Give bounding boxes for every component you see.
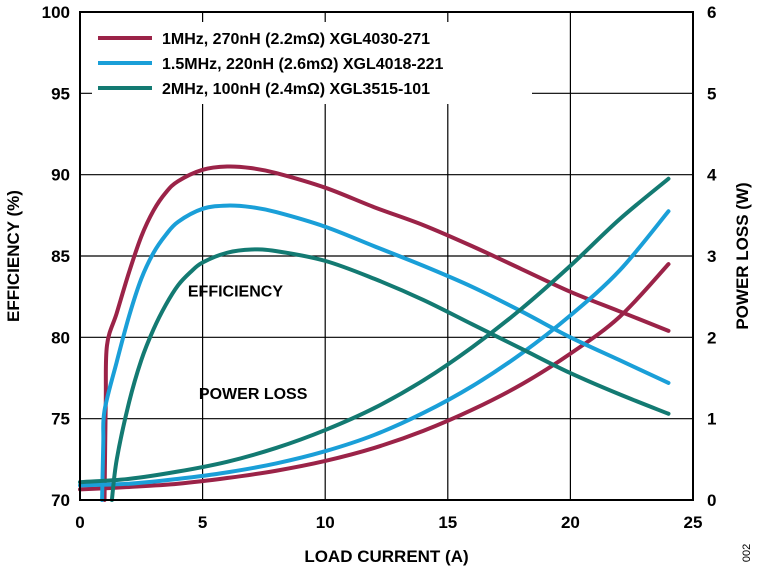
y-left-tick-label: 90 — [51, 166, 70, 185]
legend-label-series-3: 2MHz, 100nH (2.4mΩ) XGL3515-101 — [162, 81, 430, 98]
legend-label-series-1: 1MHz, 270nH (2.2mΩ) XGL4030-271 — [162, 31, 430, 48]
power-loss-line-series-1 — [78, 262, 671, 492]
power-loss-line-series-2 — [78, 209, 671, 488]
efficiency-line-series-3 — [109, 247, 671, 502]
y-right-tick-label: 3 — [707, 247, 716, 266]
y-left-axis-title: EFFICIENCY (%) — [4, 190, 23, 322]
legend: 1MHz, 270nH (2.2mΩ) XGL4030-271 1.5MHz, 2… — [92, 22, 532, 104]
y-right-tick-label: 0 — [707, 491, 716, 510]
x-tick-label: 0 — [75, 513, 84, 532]
x-tick-label: 25 — [684, 513, 703, 532]
x-tick-label: 10 — [316, 513, 335, 532]
y-right-tick-label: 2 — [707, 328, 716, 347]
y-right-tick-label: 6 — [707, 3, 716, 22]
efficiency-line-series-2 — [100, 203, 671, 502]
x-axis-title: LOAD CURRENT (A) — [304, 547, 468, 566]
figure-id: 002 — [741, 544, 753, 562]
legend-label-series-2: 1.5MHz, 220nH (2.6mΩ) XGL4018-221 — [162, 56, 443, 73]
y-right-tick-label: 5 — [707, 84, 716, 103]
tick-labels: 0 5 10 15 20 25 70 75 80 85 90 95 100 0 1 2 3 4 5 6 — [42, 3, 717, 532]
y-left-tick-label: 70 — [51, 491, 70, 510]
y-right-tick-label: 4 — [707, 166, 717, 185]
y-right-axis-title: POWER LOSS (W) — [733, 182, 752, 329]
efficiency-annotation: EFFICIENCY — [188, 284, 283, 301]
x-tick-label: 15 — [438, 513, 457, 532]
series-lines — [78, 164, 671, 502]
power-loss-line-series-3 — [78, 176, 671, 485]
y-left-tick-label: 95 — [51, 84, 70, 103]
plot-frame — [79, 11, 694, 501]
y-left-tick-label: 75 — [51, 410, 70, 429]
y-left-tick-label: 100 — [42, 3, 70, 22]
y-right-tick-label: 1 — [707, 410, 716, 429]
x-tick-label: 5 — [198, 513, 207, 532]
y-left-tick-label: 80 — [51, 328, 70, 347]
efficiency-line-series-1 — [102, 164, 671, 502]
x-tick-label: 20 — [561, 513, 580, 532]
y-left-tick-label: 85 — [51, 247, 70, 266]
legend-background — [92, 22, 532, 104]
power-loss-annotation: POWER LOSS — [199, 386, 308, 403]
